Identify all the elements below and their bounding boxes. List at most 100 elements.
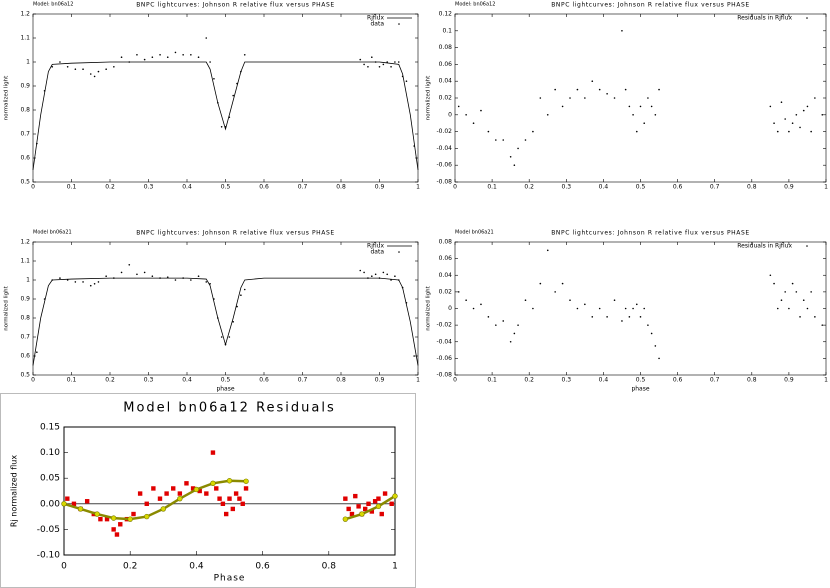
data-point xyxy=(517,324,519,326)
data-point xyxy=(413,145,415,147)
data-point xyxy=(457,105,460,108)
chart-title: BNPC lightcurves: Johnson R relative flu… xyxy=(551,2,750,9)
data-point xyxy=(806,105,809,108)
y-tick-label: 1.1 xyxy=(20,258,30,265)
data-point xyxy=(220,126,223,128)
data-point xyxy=(366,501,371,506)
series-line xyxy=(63,479,396,521)
y-tick-label: 0.02 xyxy=(439,288,453,295)
data-point xyxy=(606,316,608,318)
y-tick-label: 0.05 xyxy=(40,474,60,484)
data-point xyxy=(349,511,355,517)
data-point xyxy=(788,130,790,133)
y-tick-label: 0.7 xyxy=(20,334,30,341)
legend-label: Rjflux xyxy=(367,15,384,22)
x-tick-label: 0.4 xyxy=(182,184,192,191)
plot-frame xyxy=(454,241,827,376)
y-tick-label: 0.06 xyxy=(439,61,453,68)
data-point xyxy=(220,501,226,506)
y-tick-label: 0.15 xyxy=(40,423,60,433)
data-point xyxy=(120,271,123,274)
data-point xyxy=(224,126,227,128)
y-tick-label: 0.7 xyxy=(20,131,30,138)
fit-marker xyxy=(110,515,117,521)
data-point xyxy=(367,277,369,279)
legend-label: data xyxy=(370,21,384,28)
data-point xyxy=(143,271,146,274)
data-point xyxy=(598,307,601,310)
data-point xyxy=(104,516,110,522)
data-point xyxy=(632,307,634,310)
x-tick-label: 0.2 xyxy=(123,562,137,572)
data-point xyxy=(363,271,365,274)
x-tick-label: 0.8 xyxy=(336,377,346,384)
data-point xyxy=(228,116,231,118)
data-point xyxy=(472,307,475,310)
data-point xyxy=(643,307,646,310)
x-tick-label: 0.2 xyxy=(105,184,115,191)
data-point xyxy=(554,88,556,91)
fit-marker xyxy=(243,478,249,484)
data-point xyxy=(394,275,396,278)
data-point xyxy=(539,282,542,285)
data-point xyxy=(190,486,196,491)
y-tick-label: 0.04 xyxy=(439,272,453,279)
data-point xyxy=(164,491,169,496)
x-tick-label: 0.7 xyxy=(710,377,720,384)
data-point xyxy=(814,97,816,99)
y-tick-label: -0.10 xyxy=(37,551,61,561)
data-point xyxy=(769,274,772,277)
data-point xyxy=(105,275,107,278)
data-point xyxy=(113,277,115,279)
legend-swatch xyxy=(398,23,400,25)
data-point xyxy=(214,486,219,491)
y-tick-label: 0.6 xyxy=(20,155,30,162)
data-point xyxy=(151,486,156,491)
data-point xyxy=(197,488,202,494)
x-tick-label: 1 xyxy=(392,562,398,572)
legend-label: Rjflux xyxy=(367,243,384,250)
fit-marker xyxy=(77,506,84,512)
x-tick-label: 0.9 xyxy=(784,184,794,191)
x-tick-label: 0.2 xyxy=(105,377,115,384)
data-point xyxy=(390,66,392,68)
x-tick-label: 0.3 xyxy=(562,184,572,191)
data-point xyxy=(66,66,69,68)
x-tick-label: 1 xyxy=(824,377,828,384)
data-point xyxy=(379,511,384,517)
legend-label: Residuals in Rjflux xyxy=(737,15,792,22)
y-tick-label: -0.05 xyxy=(37,525,60,535)
data-point xyxy=(769,105,772,108)
y-tick-label: 0.8 xyxy=(20,107,30,114)
data-point xyxy=(814,316,816,318)
data-point xyxy=(371,275,373,278)
y-tick-label: -0.06 xyxy=(436,355,452,362)
data-point xyxy=(517,147,519,150)
data-point xyxy=(84,499,90,504)
data-point xyxy=(240,501,245,506)
x-tick-label: 0.6 xyxy=(255,562,270,572)
data-point xyxy=(114,532,120,537)
y-tick-label: 0 xyxy=(448,111,452,118)
data-point xyxy=(647,97,649,99)
data-point xyxy=(598,88,601,91)
data-point xyxy=(228,336,231,338)
x-tick-label: 0.6 xyxy=(673,184,683,191)
data-point xyxy=(413,355,415,357)
data-point xyxy=(371,56,373,58)
data-point xyxy=(128,61,131,63)
data-point xyxy=(654,345,657,347)
data-point xyxy=(795,114,798,116)
x-axis-label: phase xyxy=(631,386,649,393)
x-tick-label: 0.6 xyxy=(259,184,269,191)
data-point xyxy=(472,122,475,124)
x-tick-label: 0.1 xyxy=(67,377,77,384)
data-point xyxy=(232,94,234,97)
data-point xyxy=(51,279,54,281)
data-point xyxy=(776,307,779,310)
data-point xyxy=(405,302,408,304)
data-point xyxy=(624,307,627,310)
data-point xyxy=(243,288,246,291)
data-point xyxy=(613,299,616,301)
